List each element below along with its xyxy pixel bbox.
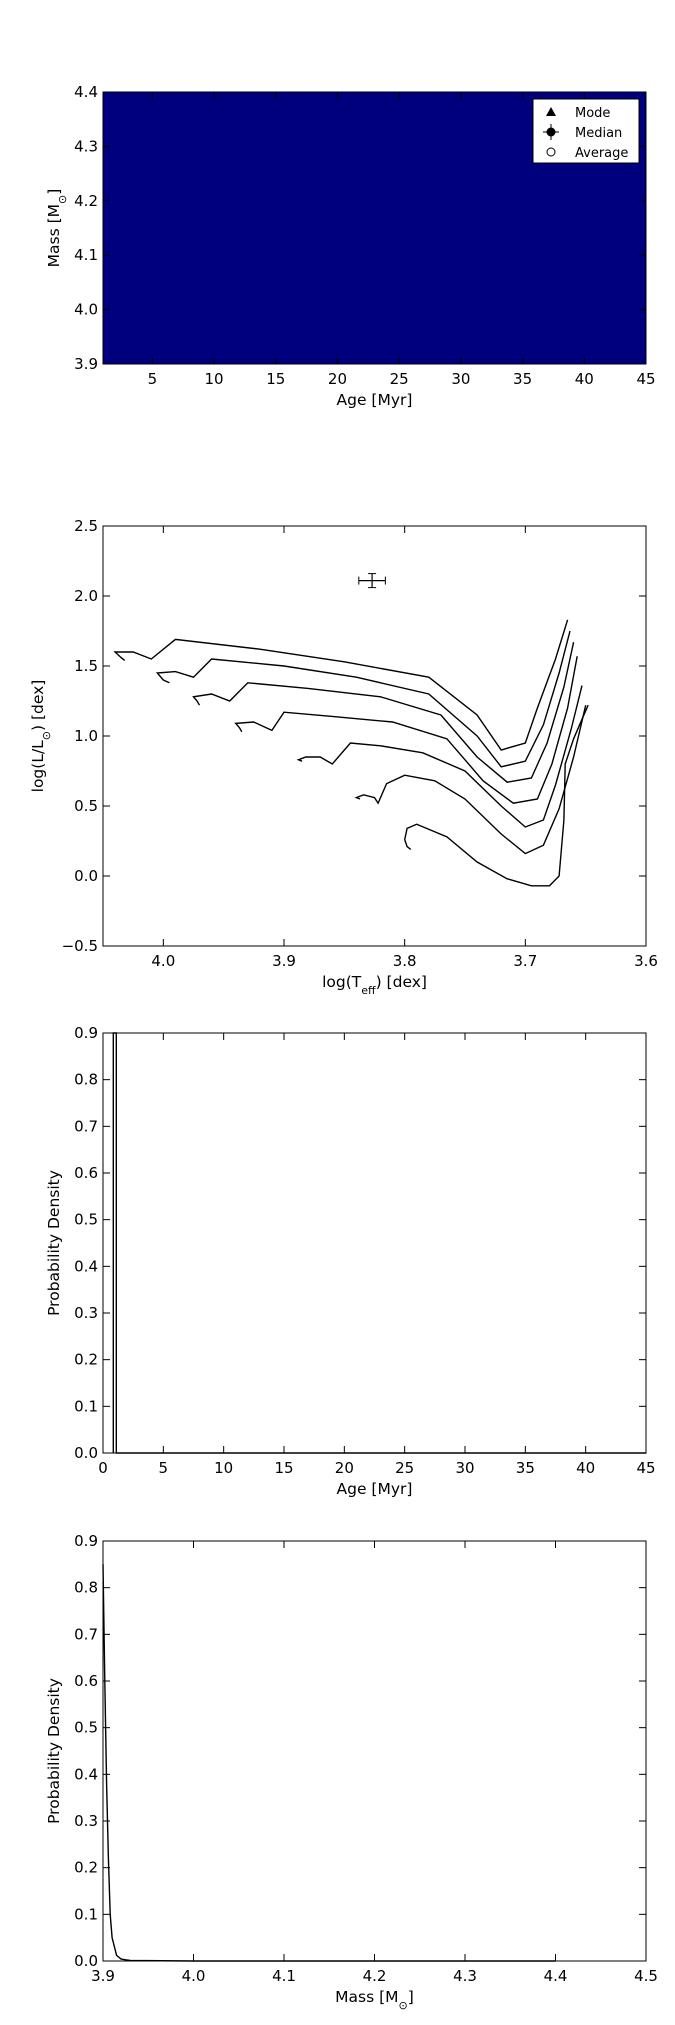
density-line-1: [102, 1564, 556, 1962]
x-tick-label: 3.9: [272, 952, 296, 970]
y-tick-label: 4.1: [74, 246, 98, 264]
y-tick-label: 0.1: [74, 1397, 98, 1415]
plot-frame: [102, 1540, 647, 1962]
x-tick-label: 10: [214, 1459, 233, 1477]
y-tick-label: 0.8: [74, 1579, 98, 1597]
y-tick-label: 4.0: [74, 301, 98, 319]
x-tick-label: 30: [451, 370, 470, 388]
y-tick-label: 4.2: [74, 192, 98, 210]
x-tick-label: 3.7: [513, 952, 537, 970]
track-line-1: [113, 619, 569, 751]
y-tick-label: 0.9: [74, 1024, 98, 1042]
chart-panel-3: 0 5 10 15 20 25 30 35 40 45 0.0 0.1 0.2 0.3 0.4 0.5 0.6 0…: [45, 1024, 656, 1498]
y-axis-label: log(L/L⊙) [dex]: [29, 680, 53, 793]
track-line-2: [155, 630, 571, 768]
y-tick-label: 1.0: [74, 727, 98, 745]
x-tick-label: 3.9: [91, 1967, 115, 1985]
y-tick-label: 0.4: [74, 1765, 98, 1783]
x-tick-label: 15: [274, 1459, 293, 1477]
mode-marker-icon: [546, 107, 556, 116]
chart-panel-4: 3.9 4.0 4.1 4.2 4.3 4.4 4.5 0.0 0.1 0.2 0.3 0.4 0.5 0…: [45, 1532, 658, 2012]
track-line-5: [296, 685, 583, 828]
x-tick-label: 4.2: [363, 1967, 387, 1985]
y-axis-label: Probability Density: [45, 1170, 63, 1316]
density-line-1: [112, 1032, 646, 1454]
y-tick-label: 0.0: [74, 867, 98, 885]
plot-frame: [102, 525, 647, 947]
y-tick-label: −0.5: [62, 937, 98, 955]
x-tick-label: 4.4: [544, 1967, 568, 1985]
x-tick-label: 10: [205, 370, 224, 388]
x-tick-label: 3.6: [634, 952, 658, 970]
legend-label: Median: [575, 126, 622, 141]
x-tick-label: 20: [335, 1459, 354, 1477]
y-axis-label: Mass [M⊙]: [45, 189, 69, 268]
y-tick-label: 0.0: [74, 1444, 98, 1462]
x-axis-label: Age [Myr]: [337, 1480, 413, 1498]
x-tick-label: 15: [266, 370, 285, 388]
x-tick-label: 4.3: [453, 1967, 477, 1985]
x-tick-label: 25: [390, 370, 409, 388]
y-tick-label: 0.7: [74, 1117, 98, 1135]
y-tick-label: 0.7: [74, 1625, 98, 1643]
x-tick-label: 25: [395, 1459, 414, 1477]
y-tick-label: 0.1: [74, 1905, 98, 1923]
x-tick-label: 5: [148, 370, 158, 388]
y-tick-label: 0.0: [74, 1952, 98, 1970]
x-tick-label: 4.5: [634, 1967, 658, 1985]
y-tick-label: 0.5: [74, 1719, 98, 1737]
y-tick-label: 0.6: [74, 1672, 98, 1690]
track-line-3: [192, 642, 575, 783]
x-tick-label: 40: [575, 370, 594, 388]
x-axis-label: Age [Myr]: [337, 391, 413, 409]
y-axis-label: Probability Density: [45, 1678, 63, 1824]
chart-panel-2: 4.0 3.9 3.8 3.7 3.6 −0.5 0.0 0.5 1.0 1.5 2.0 2.5 log…: [29, 517, 658, 997]
y-tick-label: 0.2: [74, 1859, 98, 1877]
y-tick-label: 0.3: [74, 1304, 98, 1322]
y-tick-label: 3.9: [74, 355, 98, 373]
x-tick-label: 4.0: [182, 1967, 206, 1985]
track-line-4: [234, 656, 578, 804]
y-tick-label: 4.3: [74, 137, 98, 155]
y-tick-label: 0.4: [74, 1257, 98, 1275]
y-tick-label: 1.5: [74, 657, 98, 675]
x-tick-label: 45: [636, 370, 655, 388]
x-tick-label: 4.1: [272, 1967, 296, 1985]
legend-label: Mode: [575, 106, 610, 121]
data-point-errorbar: [358, 573, 386, 589]
legend-label: Average: [575, 146, 628, 161]
legend: Mode Median Average: [532, 98, 640, 164]
x-tick-label: 4.0: [151, 952, 175, 970]
x-axis-label: Mass [M⊙]: [335, 1988, 414, 2012]
x-tick-label: 20: [328, 370, 347, 388]
x-tick-label: 35: [513, 370, 532, 388]
x-tick-label: 30: [455, 1459, 474, 1477]
x-axis-label: log(Teff) [dex]: [322, 973, 427, 997]
x-tick-label: 35: [516, 1459, 535, 1477]
x-tick-label: 45: [636, 1459, 655, 1477]
x-tick-label: 40: [576, 1459, 595, 1477]
y-tick-label: 2.0: [74, 587, 98, 605]
y-tick-label: 0.3: [74, 1812, 98, 1830]
chart-panel-1: 5 10 15 20 25 30 35 40 45 3.9 4.0 4.1 4.2 4.3 4.4 Age […: [45, 83, 656, 409]
plot-frame: [102, 91, 647, 365]
y-tick-label: 0.2: [74, 1351, 98, 1369]
y-tick-label: 4.4: [74, 83, 98, 101]
track-line-7: [403, 704, 589, 887]
plot-frame: [102, 1032, 647, 1454]
y-tick-label: 2.5: [74, 517, 98, 535]
y-tick-label: 0.6: [74, 1164, 98, 1182]
y-tick-label: 0.8: [74, 1071, 98, 1089]
average-marker-icon: [546, 147, 556, 157]
x-tick-label: 0: [98, 1459, 108, 1477]
x-tick-label: 5: [159, 1459, 169, 1477]
y-tick-label: 0.5: [74, 1211, 98, 1229]
median-marker-icon: [546, 127, 556, 137]
x-tick-label: 3.8: [393, 952, 417, 970]
y-tick-label: 0.5: [74, 797, 98, 815]
y-tick-label: 0.9: [74, 1532, 98, 1550]
track-line-6: [354, 705, 587, 855]
